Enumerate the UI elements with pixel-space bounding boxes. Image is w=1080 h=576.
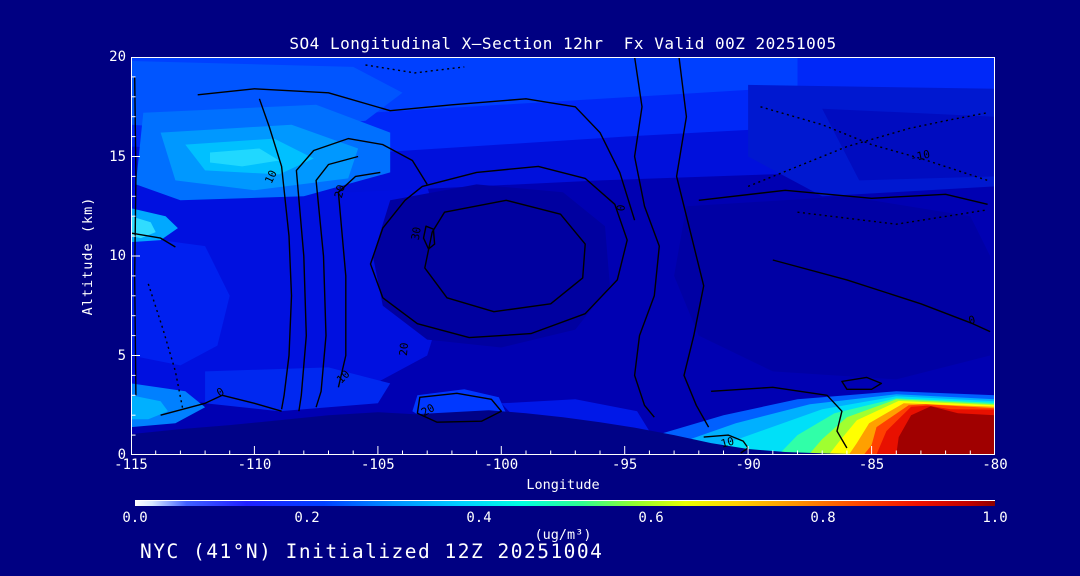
y-tick-label: 15 xyxy=(109,148,126,165)
contour-line-zero-left xyxy=(160,394,282,416)
contour-line-top-long xyxy=(197,88,636,221)
chart-title: SO4 Longitudinal X—Section 12hr Fx Valid… xyxy=(289,34,837,53)
contour-line-blob-3p5 xyxy=(841,376,883,390)
fill-region-left-notch-core xyxy=(131,216,156,239)
fill-region-dark-right xyxy=(674,196,991,380)
contour-line-dotted-tr-3 xyxy=(797,209,986,225)
x-tick-label: -90 xyxy=(735,457,761,473)
contour-label: 10 xyxy=(719,435,735,451)
contour-line-dotted-tr-2 xyxy=(747,112,988,188)
colorbar-tick-label: 0.6 xyxy=(638,510,664,526)
contour-line-left-11km xyxy=(131,232,176,248)
fill-region-plume-9 xyxy=(896,406,995,455)
contour-line-right-12km xyxy=(698,189,988,205)
footer-caption: NYC (41°N) Initialized 12Z 20251004 xyxy=(140,540,604,563)
fill-region-midleft-low xyxy=(205,367,391,412)
contour-label: -10 xyxy=(909,148,931,165)
contour-label: 0 xyxy=(967,313,977,327)
x-tick-label: -105 xyxy=(360,457,395,473)
y-tick-label: 10 xyxy=(109,248,126,264)
x-axis-label: Longitude xyxy=(526,477,600,493)
contour-line-plume-10 xyxy=(703,434,749,454)
colorbar-tick-label: 0.2 xyxy=(294,510,320,526)
contour-label: 20 xyxy=(397,342,411,356)
contour-line-bundle-d xyxy=(337,171,381,388)
fill-region-left-bottom-core xyxy=(131,395,168,420)
plot-frame xyxy=(131,57,995,455)
colorbar-tick-label: 0.0 xyxy=(122,510,148,526)
x-tick-label: -95 xyxy=(612,457,638,473)
contour-label: 10 xyxy=(262,168,279,186)
y-tick-label: 5 xyxy=(117,347,126,364)
contour-line-dotted-top-mid xyxy=(365,64,465,74)
colorbar-tick-label: 1.0 xyxy=(982,510,1008,526)
x-tick-label: -115 xyxy=(114,457,148,473)
contour-line-middle-inner xyxy=(424,199,586,313)
contour-line-bundle-c xyxy=(315,155,359,408)
contour-label: 20 xyxy=(419,401,437,419)
contour-label: 20 xyxy=(332,183,348,199)
contour-line-middle-loop xyxy=(369,165,628,339)
terrain-silhouette xyxy=(131,410,995,455)
y-tick-label: 20 xyxy=(109,49,126,65)
contour-line-dotted-left xyxy=(147,283,184,410)
colorbar xyxy=(135,500,995,506)
x-tick-label: -85 xyxy=(858,457,885,473)
contour-line-diag-zero xyxy=(772,259,991,333)
contour-line-bundle-a xyxy=(258,98,293,410)
colorbar-tick-label: 0.4 xyxy=(466,510,492,526)
contour-line-tiny-loop-30 xyxy=(422,225,436,250)
contour-line-closed-20-low xyxy=(416,392,502,423)
x-tick-label: -110 xyxy=(237,457,272,473)
fill-region-left-strip xyxy=(131,236,230,366)
contour-line-right-wavy-2 xyxy=(675,57,710,428)
colorbar-units-label: (ug/m³) xyxy=(534,527,592,543)
contour-line-right-wavy-1 xyxy=(633,57,660,418)
x-tick-label: -80 xyxy=(982,457,1008,473)
y-tick-label: 0 xyxy=(117,447,126,463)
contour-line-hook-3km xyxy=(711,386,848,449)
contour-label: 30 xyxy=(409,226,424,241)
colorbar-tick-label: 0.8 xyxy=(810,510,836,526)
fill-region-dark-middle xyxy=(372,184,610,348)
contour-line-bundle-b xyxy=(295,137,428,412)
fill-region-tl-cyan-4 xyxy=(210,148,280,167)
contour-label: 0 xyxy=(614,204,628,212)
fill-region-right-top-darker xyxy=(822,108,995,181)
x-tick-label: -100 xyxy=(484,457,519,473)
